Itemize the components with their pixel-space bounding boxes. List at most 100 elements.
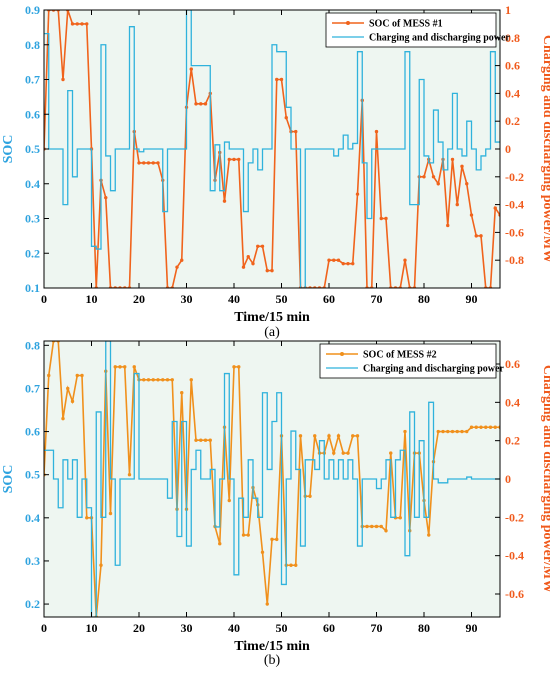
series-soc-point [194,438,198,442]
series-power-line [44,341,500,617]
series-soc-point [422,175,426,179]
series-soc-point [47,373,51,378]
y-left-tick-label: 0.8 [25,38,40,52]
series-soc-point [75,22,79,26]
series-soc-point [488,425,493,429]
legend-label: SOC of MESS #2 [363,350,437,361]
series-soc-point [479,234,483,238]
y-left-tick-label: 0.5 [25,468,40,482]
series-soc-point [469,213,474,217]
series-soc-point [346,261,350,266]
series-soc-point [222,199,227,203]
x-tick-label: 90 [466,621,478,635]
series-soc-point [260,550,265,555]
series-soc-point [351,434,355,438]
x-tick-label: 90 [466,292,478,306]
series-soc-point [85,516,89,520]
legend-label: SOC of MESS #1 [369,19,443,30]
series-soc-point [194,102,198,106]
legend: SOC of MESS #1 Charging and discharging p… [325,12,510,48]
series-soc-point [313,434,317,438]
y-right-axis-label: Charging and discharging power/MW [540,365,550,593]
y-left-tick-label: 0.7 [25,381,40,395]
series-soc-point [189,67,193,71]
series-soc-point [218,541,222,546]
series-soc-point [246,255,250,259]
series-soc-point [66,386,70,391]
series-soc-point [265,602,269,606]
x-tick-label: 20 [133,621,145,635]
legend: SOC of MESS #2 Charging and discharging p… [319,343,504,379]
series-soc-point [80,22,84,26]
series-power-line [44,10,500,288]
series-soc-point [460,429,464,434]
series-soc-point [374,129,379,134]
series-soc-point [61,77,65,82]
y-right-tick-label: 0 [505,142,511,156]
x-tick-label: 80 [418,621,430,635]
y-left-tick-label: 0.7 [25,73,40,87]
series-soc-point [165,378,170,382]
series-soc-point [241,533,246,537]
series-soc-point [189,378,193,382]
series-soc-point [180,258,184,262]
series-soc-point [113,365,117,369]
y-right-tick-label: 0.2 [505,434,520,448]
series-soc-point [374,524,379,529]
series-soc-point [127,472,132,477]
panel-caption: (b) [264,653,281,668]
legend-box [325,12,497,48]
y-right-axis-label: Charging and discharging power/MW [540,35,550,263]
series-soc-point [308,494,312,498]
y-right-tick-label: 0.6 [505,59,520,73]
series-soc-point [436,182,440,186]
y-right-tick-label: 1 [505,3,511,17]
y-left-axis-label: SOC [1,465,16,494]
series-soc-point [137,161,141,165]
series-soc-point [479,425,483,429]
series-soc-point [237,157,241,162]
series-soc-point [142,161,146,165]
plot-area [44,10,500,288]
x-tick-label: 40 [228,621,240,635]
y-right-tick-label: -0.2 [505,170,524,184]
series-soc-point [294,563,298,567]
y-left-tick-label: 0.3 [25,212,40,226]
y-left-axis-label: SOC [1,135,16,164]
series-soc-point [474,234,478,238]
series-soc-point [199,102,203,106]
y-right-tick-label: 0.8 [505,31,520,45]
x-tick-label: 50 [276,292,288,306]
series-soc-point [332,258,336,262]
series-soc-point [118,365,122,369]
y-left-tick-label: 0.2 [25,246,40,260]
series-soc-point [161,378,165,382]
series-soc-point [146,161,151,165]
y-right-tick-label: -0.4 [505,549,524,563]
series-soc-point [370,524,374,529]
y-left-tick-label: 0.6 [25,107,40,121]
series-soc-point [403,429,407,434]
series-soc-point [379,524,383,529]
series-soc-point [427,533,431,537]
series-soc-point [398,516,402,520]
series-soc-point [455,429,459,434]
series-soc-point [80,373,84,378]
series-soc-point [199,438,203,442]
x-tick-label: 70 [371,292,383,306]
legend-box [319,343,497,379]
series-soc-point [465,182,469,186]
y-left-tick-label: 0.2 [25,597,40,611]
x-tick-label: 70 [371,621,383,635]
y-right-tick-label: -0.6 [505,225,524,239]
series-soc-point [336,258,341,262]
y-left-tick-label: 0.4 [25,511,40,525]
series-soc-point [289,563,293,567]
legend-label: Charging and discharging power [363,364,504,375]
y-right-tick-label: -0.6 [505,587,524,601]
series-soc-point [341,261,345,266]
series-soc-point [493,206,497,210]
chart-panel-1: 0 10 20 30 40 50 60 70 80 900.10.20.30.40.50.60.7… [1,3,550,340]
series-soc-point [260,244,265,248]
series-soc-point [484,425,488,429]
